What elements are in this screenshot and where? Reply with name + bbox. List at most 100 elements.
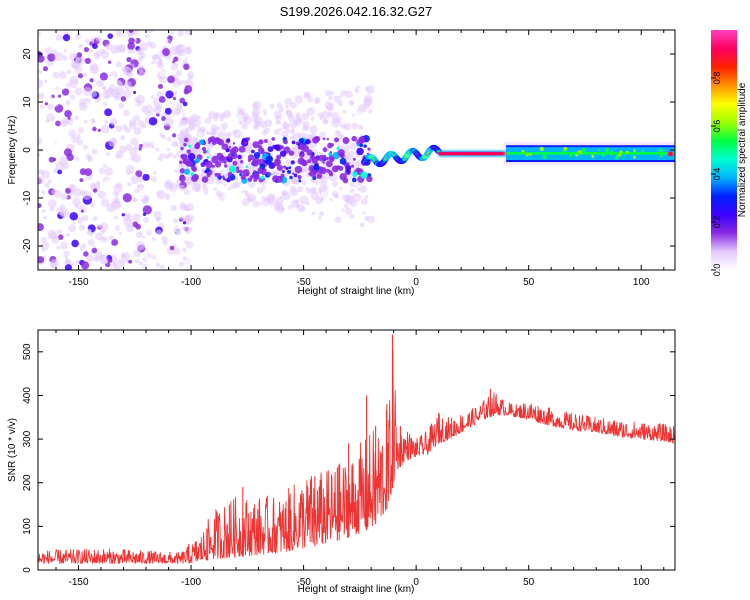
spectrogram-cell [49,232,57,240]
spectrogram-cell [283,165,287,169]
spectrogram-cell [118,145,127,154]
spectrogram-cell [250,149,255,154]
spectrogram-cell [72,188,82,197]
spectrogram-cell [174,168,179,174]
spectrogram-cell [163,181,172,190]
spectrogram-cell [281,191,291,201]
spectrogram-cell [111,238,119,246]
spectrogram-cell [359,143,364,148]
spectrogram-cell [601,153,605,157]
spectrogram-cell [108,235,115,241]
spectrogram-cell [151,54,158,61]
spectrogram-cell [68,229,78,239]
spectrogram-cell [170,31,175,35]
spectrogram-cell [178,136,183,141]
spectrogram-cell [116,258,126,267]
spectrogram-cell [208,141,211,144]
spectrogram-cell [213,112,219,119]
spectrogram-cell [211,155,219,164]
spectrogram-cell [56,228,62,235]
spectrogram-cell [115,95,119,100]
spectrogram-cell [139,143,143,148]
spectrogram-cell [212,140,217,146]
spectrogram-cell [251,159,259,167]
spectrogram-cell [298,179,302,183]
spectrogram-cell [184,240,188,244]
spectrogram-cell [319,167,327,175]
spectrogram-cell [108,138,117,147]
spectrogram-cell [137,64,144,72]
spectrogram-cell [245,172,250,177]
spectrogram-cell [69,94,76,100]
spectrogram-cell [41,208,46,213]
spectrogram-cell [45,30,50,35]
spectrogram-cell [245,165,249,169]
spectrogram-cell [597,148,601,152]
spectrogram-cell [289,119,298,129]
spectrogram-cell [342,95,347,100]
spectrogram-cell [320,190,328,198]
spectrogram-cell [308,172,312,176]
spectrogram-cell [295,116,302,122]
spectrogram-cell [241,189,245,193]
spectrogram-cell [333,95,342,103]
snr-x-tick-label: 0 [413,577,419,588]
spectrogram-cell [301,179,307,186]
spectrogram-cell [59,255,65,261]
spectrogram-cell [87,239,95,247]
spectrogram-cell [344,207,353,215]
spectrogram-cell [352,171,358,178]
spectrogram-cell [109,118,118,126]
spectrogram-cell [248,172,253,176]
spectrogram-cell [237,115,244,122]
spectrogram-cell [213,187,217,191]
spectrogram-cell [64,258,71,265]
snr-x-tick-label: -50 [296,577,311,588]
spectrogram-cell [88,142,94,148]
spectrogram-cell [120,169,126,175]
spectrogram-cell [109,228,114,233]
spectrogram-cell [285,128,291,133]
colorbar-tick-label: 0.0 [712,264,722,277]
spectrogram-cell [228,155,232,159]
spectrogram-cell [128,30,134,34]
spectrogram-cell [276,164,284,171]
spectrogram-cell [285,166,289,171]
spectrogram-cell [91,247,98,254]
spectrogram-cell [347,150,355,158]
spectrogram-cell [142,212,147,217]
spectrogram-cell [252,200,260,208]
spectrogram-cell [183,63,190,71]
spectrogram-cell [659,154,663,157]
spectrogram-cell [115,30,123,37]
spectrogram-cell [120,96,127,102]
spectrogram-cell [224,178,227,182]
spectrogram-cell [349,181,355,187]
spectrogram-cell [309,125,318,134]
spectrogram-cell [47,103,54,110]
spectrogram-cell [155,139,160,144]
spectrogram-cell [209,136,216,143]
spectrogram-cell [41,128,48,136]
spectrogram-cell [356,143,360,147]
spectrogram-cell [228,145,232,149]
spectrogram-cell [239,169,243,174]
spectrogram-cell [101,134,109,142]
spectrogram-cell [206,156,210,159]
spectrogram-cell [252,141,260,149]
spectrogram-cell [89,78,94,83]
spectrogram-cell [609,151,614,156]
spectrogram-cell [74,115,79,121]
spectrogram-cell [78,204,87,214]
spectrogram-cell [102,86,107,91]
spectrogram-cell [187,71,195,79]
spectrogram-cell [57,94,62,98]
spectrogram-cell [185,241,194,249]
spectrogram-cell [77,127,84,134]
spectrogram-cell [297,145,302,150]
spectrogram-cell [148,116,158,126]
spectrogram-cell [317,112,323,118]
spectrogram-cell [320,197,325,202]
spectrogram-region [175,85,375,228]
spectrogram-cell [100,124,110,134]
